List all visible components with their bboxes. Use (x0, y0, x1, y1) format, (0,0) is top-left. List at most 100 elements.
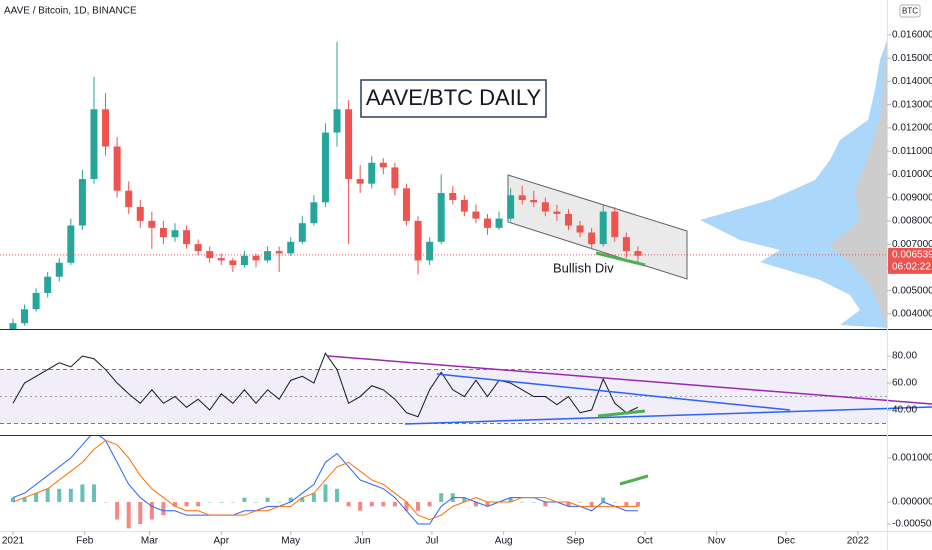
countdown-label: 06:02:22 (892, 261, 931, 272)
candle-body (194, 244, 202, 252)
annotation-box (360, 79, 547, 118)
histogram-bar (473, 501, 478, 507)
histogram-bar (45, 488, 50, 502)
candle-body (379, 162, 387, 168)
x-tick-label: Apr (214, 536, 230, 547)
y-tick-label: 0.012000 (892, 123, 932, 134)
histogram-bar (265, 497, 270, 502)
histogram-bar (531, 501, 536, 503)
rsi-trendline (327, 355, 932, 405)
candle-body (229, 260, 237, 266)
histogram-bar (22, 497, 27, 502)
histogram-bar (520, 501, 525, 503)
candle-body (507, 195, 515, 219)
rsi-trendline (404, 406, 932, 425)
candle-body (321, 132, 329, 203)
histogram-bar (624, 501, 629, 507)
histogram-bar (254, 501, 259, 503)
candle-body (345, 109, 353, 180)
histogram-bar (34, 493, 39, 502)
annotation: AAVE/BTC DAILY (366, 85, 542, 110)
annotation: Bullish Div (553, 260, 614, 275)
candle-body (402, 188, 410, 221)
histogram-bar (381, 501, 386, 507)
candle-body (472, 211, 480, 219)
candle-body (252, 255, 260, 261)
volume-profile (700, 40, 887, 328)
y-tick-label: 40.00 (892, 405, 917, 416)
histogram-bar (242, 497, 247, 502)
candle-body (518, 195, 526, 200)
x-tick-label: Mar (141, 536, 159, 547)
histogram-bar (589, 501, 594, 507)
x-tick-label: 2022 (847, 536, 870, 547)
histogram-bar (578, 501, 583, 503)
candle-body (206, 251, 214, 259)
pane (0, 352, 887, 425)
candle-body (298, 223, 306, 242)
x-tick-label: Jun (354, 536, 370, 547)
histogram-bar (80, 484, 85, 502)
x-tick-label: Nov (708, 536, 726, 547)
candle-body (102, 109, 110, 147)
candle-body (553, 211, 561, 214)
histogram-bar (601, 497, 606, 502)
histogram-bar (392, 501, 397, 507)
histogram-bar (323, 484, 328, 502)
divergence-line (619, 474, 649, 486)
candle-body (275, 251, 283, 254)
candle-body (437, 192, 445, 242)
histogram-bar (566, 501, 571, 507)
histogram-bar (404, 501, 409, 511)
x-tick-label: 2021 (2, 536, 25, 547)
histogram-bar (346, 501, 351, 507)
y-tick-label: 0.001000 (892, 453, 932, 464)
histogram-bar (288, 497, 293, 502)
histogram-bar (485, 501, 490, 507)
candle-body (90, 109, 98, 180)
histogram-bar (439, 493, 444, 502)
x-tick-label: Sep (567, 536, 585, 547)
chart-title: AAVE / Bitcoin, 1D, BINANCE (4, 6, 137, 17)
candle-body (483, 218, 491, 228)
candle-body (125, 190, 133, 207)
candle-body (9, 323, 17, 329)
histogram-bar (335, 488, 340, 502)
histogram-bar (300, 497, 305, 502)
candle-body (217, 258, 225, 261)
y-tick-label: 0.011000 (892, 146, 932, 157)
candle-body (368, 162, 376, 184)
candle-body (622, 237, 630, 252)
histogram-bar (126, 501, 131, 529)
candle-body (287, 241, 295, 254)
candle-body (113, 146, 121, 191)
histogram-bar (184, 501, 189, 507)
candle-body (183, 230, 191, 245)
candle-body (426, 241, 434, 261)
histogram-bar (462, 497, 467, 502)
candle-body (414, 220, 422, 261)
signal-line (12, 439, 638, 521)
candle-body (449, 192, 457, 200)
y-tick-label: 0.015000 (892, 53, 932, 64)
candle-body (576, 225, 584, 233)
candle-body (44, 276, 52, 293)
pane (10, 436, 640, 529)
histogram-bar (207, 501, 212, 503)
histogram-bar (612, 501, 617, 503)
rsi-band (0, 369, 887, 424)
x-tick-label: Dec (777, 536, 795, 547)
x-tick-label: Jul (426, 536, 439, 547)
histogram-bar (196, 501, 201, 507)
y-tick-label: 80.00 (892, 351, 917, 362)
histogram-bar (416, 501, 421, 511)
histogram-bar (57, 488, 62, 502)
y-tick-label: 0.013000 (892, 99, 932, 110)
rsi-line (12, 352, 639, 418)
candle-body (310, 202, 318, 224)
histogram-bar (115, 501, 120, 520)
candle-body (460, 199, 468, 212)
histogram-bar (172, 501, 177, 507)
histogram-bar (427, 501, 432, 507)
